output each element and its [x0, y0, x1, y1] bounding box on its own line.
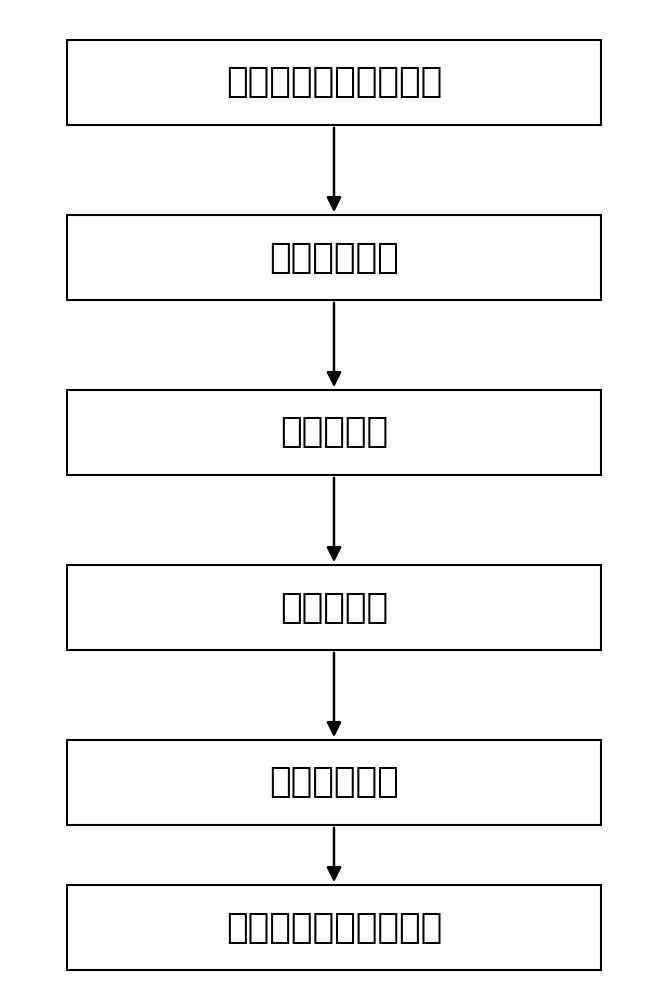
Text: 中心线计算: 中心线计算 [280, 416, 388, 450]
Bar [67, 885, 601, 970]
Text: 中心线优化: 中心线优化 [280, 590, 388, 624]
Text: 三维结构特征定量分析: 三维结构特征定量分析 [226, 910, 442, 944]
Bar [67, 565, 601, 650]
Text: 静脉血管分割: 静脉血管分割 [269, 241, 399, 275]
Bar [67, 740, 601, 825]
Text: 待分析的肝脏三维影像: 待分析的肝脏三维影像 [226, 66, 442, 100]
Bar [67, 215, 601, 300]
Bar [67, 390, 601, 475]
Bar [67, 40, 601, 125]
Text: 血管分段处理: 血管分段处理 [269, 766, 399, 800]
